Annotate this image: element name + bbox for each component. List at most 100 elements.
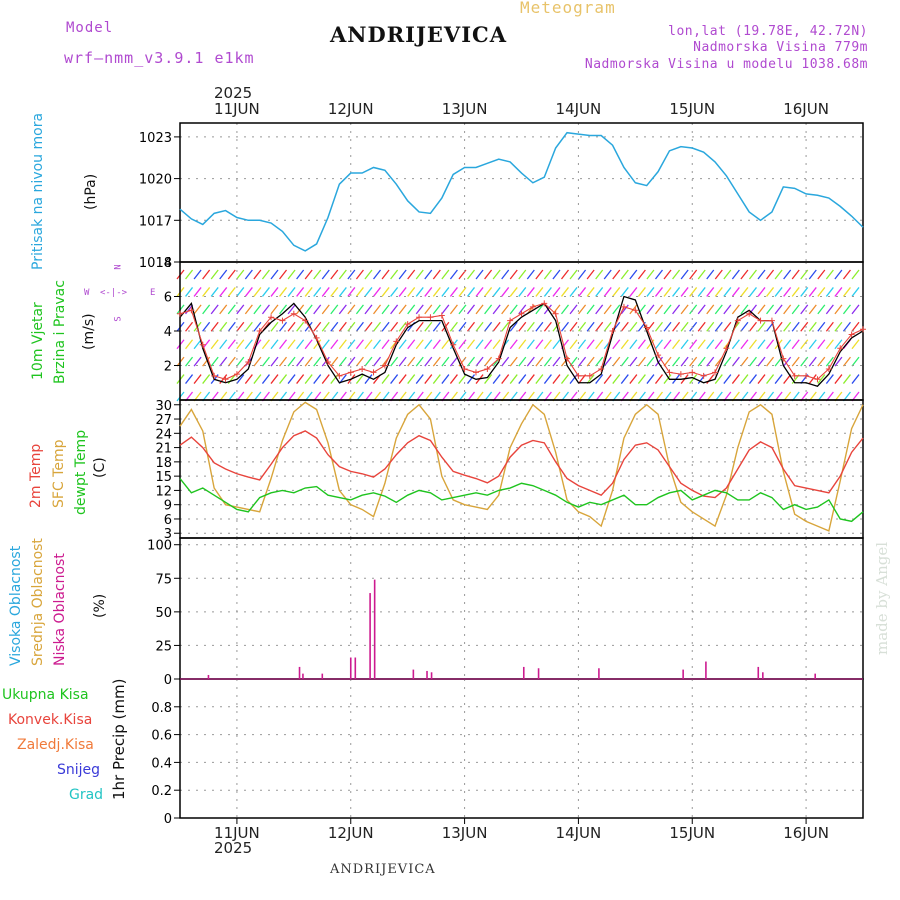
wind-arrow <box>501 269 510 280</box>
wind-arrow <box>364 287 373 297</box>
wind-arrow <box>603 304 612 315</box>
wind-arrow <box>236 287 245 297</box>
wind-arrow <box>620 287 629 297</box>
wind-arrow <box>338 321 347 332</box>
wind-arrow <box>244 287 253 297</box>
wind-arrow <box>654 269 663 280</box>
wind-arrow <box>842 356 851 367</box>
wind-arrow <box>279 356 288 367</box>
y-tick-label: 0.8 <box>151 701 172 716</box>
wind-arrow <box>680 339 689 350</box>
wind-arrow <box>484 321 493 332</box>
wind-arrow <box>518 356 527 367</box>
wind-arrow <box>261 374 270 384</box>
wind-arrow <box>851 339 860 350</box>
y-tick-label: 4 <box>164 325 172 340</box>
wind-arrow <box>552 374 561 384</box>
wind-arrow <box>834 304 843 315</box>
wind-arrow <box>287 356 296 367</box>
model-name: wrf–nmm_v3.9.1 e1km <box>64 49 255 67</box>
wind-arrow <box>706 269 715 280</box>
wind-arrow <box>808 287 817 297</box>
wind-arrow <box>321 304 330 315</box>
wind-arrow <box>270 339 279 350</box>
wind-arrow <box>757 321 766 332</box>
wind-arrow <box>663 287 672 297</box>
wind-arrow <box>398 269 407 280</box>
wind-arrow <box>227 339 236 350</box>
wind-arrow <box>723 356 732 367</box>
wind-arrow <box>338 356 347 367</box>
wind-arrow <box>424 287 433 297</box>
wind-arrow <box>595 321 604 332</box>
wind-arrow <box>432 356 441 367</box>
wind-arrow <box>355 269 364 280</box>
wind-arrow <box>834 356 843 367</box>
wind-arrow <box>757 374 766 384</box>
wind-arrow <box>492 287 501 297</box>
wind-arrow <box>458 287 467 297</box>
wind-arrow <box>646 269 655 280</box>
wind-arrow <box>791 321 800 332</box>
wind-arrow <box>654 321 663 332</box>
gust-marker <box>848 331 855 338</box>
wind-arrow <box>766 374 775 384</box>
wind-arrow <box>364 269 373 280</box>
y-tick-label: 21 <box>155 442 172 457</box>
wind-arrow <box>612 287 621 297</box>
gust-marker <box>450 341 457 348</box>
wind-arrow <box>484 339 493 350</box>
wind-arrow <box>321 269 330 280</box>
panel-frame <box>179 678 864 819</box>
wind-arrow <box>817 339 826 350</box>
y-tick-label: 3 <box>164 527 172 542</box>
wind-arrow <box>279 304 288 315</box>
wind-arrow <box>552 269 561 280</box>
wind-arrow <box>748 304 757 315</box>
wind-arrow <box>560 287 570 297</box>
wind-arrow <box>449 269 458 280</box>
wind-arrow <box>501 321 510 332</box>
wind-arrow <box>637 374 646 384</box>
gust-marker <box>472 369 479 376</box>
wind-arrow <box>253 374 262 384</box>
wind-arrow <box>313 339 322 350</box>
wind-arrow <box>193 374 202 384</box>
wind-arrow <box>672 287 681 297</box>
wind-arrow <box>842 287 851 297</box>
wind-arrow <box>415 374 424 384</box>
wind-arrow <box>509 374 518 384</box>
wind-arrow <box>492 374 501 384</box>
wind-arrow <box>219 339 228 350</box>
year-bottom-label: 2025 <box>214 839 253 857</box>
wind-arrow <box>612 304 621 315</box>
wind-arrow <box>185 321 194 332</box>
wind-arrow <box>603 321 612 332</box>
wind-arrow <box>637 339 646 350</box>
wind-arrow <box>236 374 245 384</box>
wind-arrow <box>415 269 424 280</box>
wind-arrow <box>449 374 458 384</box>
gust-marker <box>222 376 229 383</box>
wind-arrow <box>535 321 544 332</box>
wind-arrow <box>347 356 356 367</box>
wind-arrow <box>535 374 544 384</box>
wind-arrow <box>381 374 390 384</box>
wind-arrow <box>834 321 843 332</box>
wind-arrow <box>663 339 672 350</box>
wind-arrow <box>620 304 629 315</box>
dewpt-temp-line <box>179 478 864 523</box>
compass-east-label: E <box>150 288 156 298</box>
wind-arrow <box>808 304 817 315</box>
gust-marker <box>723 345 730 352</box>
wind-arrow <box>287 374 296 384</box>
wind-arrow <box>338 339 347 350</box>
wind-arrow <box>748 287 757 297</box>
wind-arrow <box>595 356 604 367</box>
wind-arrow <box>347 287 356 297</box>
wind-arrow <box>466 321 476 332</box>
wind-arrow <box>355 287 364 297</box>
wind-arrow <box>586 287 595 297</box>
wind-arrow <box>851 269 860 280</box>
wind-arrow <box>595 374 604 384</box>
